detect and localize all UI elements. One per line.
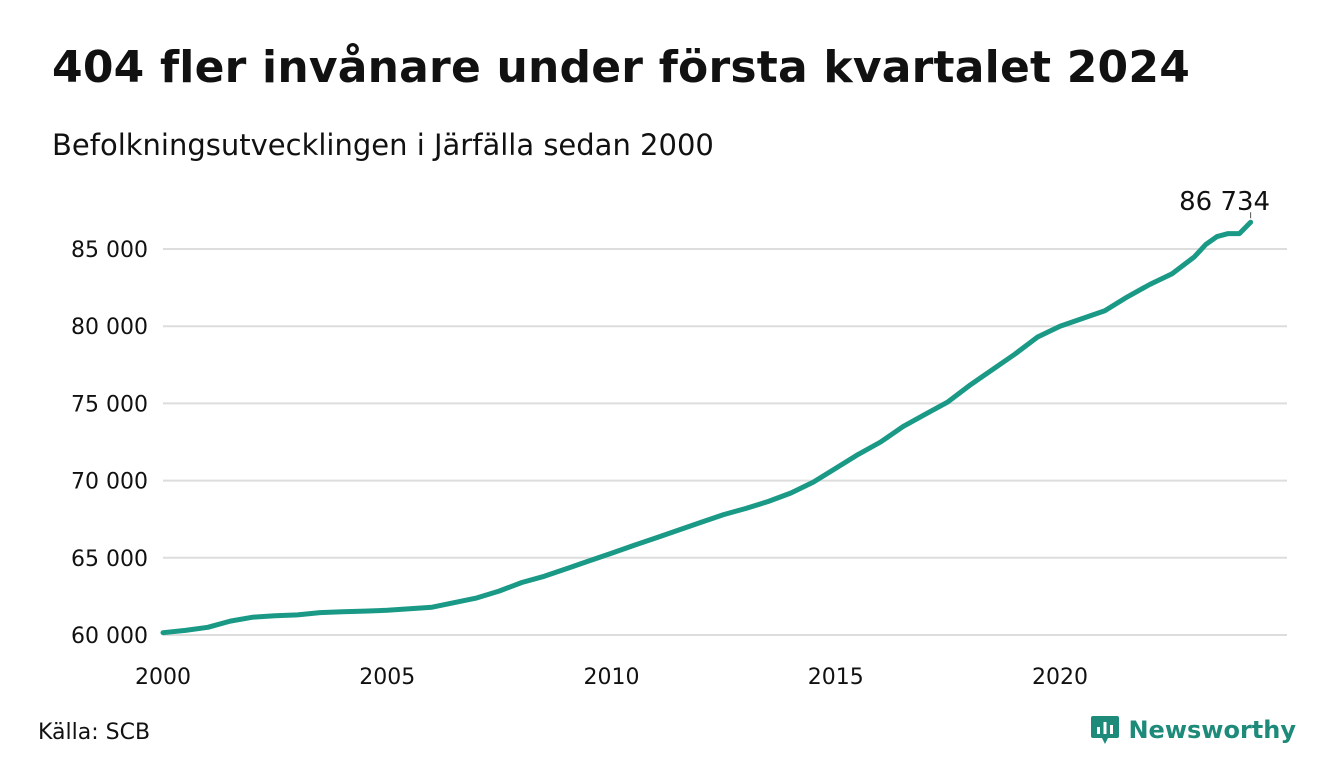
chart-title: 404 fler invånare under första kvartalet… xyxy=(52,42,1191,93)
newsworthy-logo-icon xyxy=(1091,716,1120,744)
end-value-label: 86 734 xyxy=(1179,187,1270,217)
brand-logo[interactable]: Newsworthy xyxy=(1090,714,1296,746)
x-tick-label: 2015 xyxy=(808,665,864,690)
grid-lines xyxy=(163,248,1287,636)
y-tick-label: 80 000 xyxy=(71,315,148,340)
x-tick-label: 2000 xyxy=(135,665,191,690)
y-tick-label: 85 000 xyxy=(71,238,148,263)
series-line xyxy=(160,219,1254,636)
x-axis-ticks: 2000 2005 2010 2015 2020 xyxy=(135,665,1088,690)
y-axis-ticks: 60 000 65 000 70 000 75 000 80 000 85 000 xyxy=(71,238,148,649)
brand-name: Newsworthy xyxy=(1128,716,1296,744)
x-tick-label: 2010 xyxy=(584,665,640,690)
x-tick-label: 2020 xyxy=(1032,665,1088,690)
y-tick-label: 75 000 xyxy=(71,392,148,417)
source-note: Källa: SCB xyxy=(38,720,151,745)
chart-subtitle: Befolkningsutvecklingen i Järfälla sedan… xyxy=(52,128,714,162)
line-chart: 60 000 65 000 70 000 75 000 80 000 85 000 200… xyxy=(71,187,1287,690)
y-tick-label: 65 000 xyxy=(71,547,148,572)
y-tick-label: 60 000 xyxy=(71,624,148,649)
y-tick-label: 70 000 xyxy=(71,470,148,495)
x-tick-label: 2005 xyxy=(359,665,415,690)
